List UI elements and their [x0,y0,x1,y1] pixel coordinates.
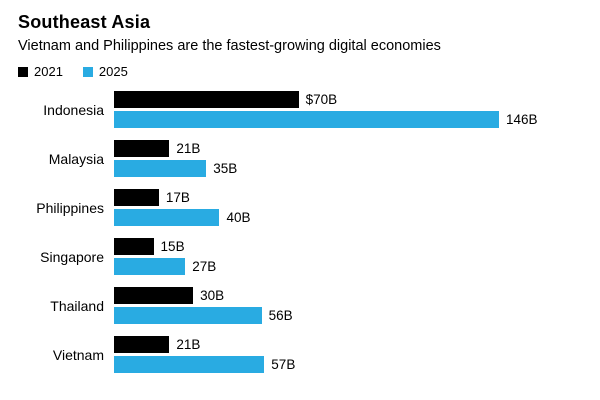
bar-line-2021-singapore: 15B [114,238,584,255]
value-label-2025-malaysia: 35B [213,161,238,176]
value-label-2025-philippines: 40B [226,210,251,225]
bar-line-2021-indonesia: $70B [114,91,584,108]
bar-line-2025-thailand: 56B [114,307,584,324]
legend-item-2025: 2025 [82,64,128,79]
value-label-2025-singapore: 27B [192,259,217,274]
value-label-2021-philippines: 17B [165,190,190,205]
bar-group-indonesia: $70B 146B [114,91,584,128]
chart-subtitle: Vietnam and Philippines are the fastest-… [18,38,441,54]
bar-line-2025-indonesia: 146B [114,111,584,128]
value-label-2021-malaysia: 21B [176,141,201,156]
value-label-2021-singapore: 15B [160,239,185,254]
bar-line-2025-malaysia: 35B [114,160,584,177]
bar-2021-singapore [114,238,154,255]
legend-swatch-2025-icon [82,66,93,77]
bar-line-2025-singapore: 27B [114,258,584,275]
bar-2025-malaysia [114,160,207,177]
bar-2025-philippines [114,209,220,226]
legend: 2021 2025 [18,64,584,79]
chart-row-vietnam: Vietnam 21B 57B [16,336,584,373]
bar-group-philippines: 17B 40B [114,189,584,226]
value-label-2025-indonesia: 146B [506,112,538,127]
legend-label-2021: 2021 [34,64,63,79]
value-label-2021-vietnam: 21B [176,337,201,352]
bar-line-2025-vietnam: 57B [114,356,584,373]
bar-line-2021-philippines: 17B [114,189,584,206]
bar-2021-thailand [114,287,194,304]
bar-line-2025-philippines: 40B [114,209,584,226]
legend-label-2025: 2025 [98,64,128,79]
bar-2025-thailand [114,307,262,324]
value-label-2025-vietnam: 57B [271,357,296,372]
category-label-thailand: Thailand [50,297,104,314]
category-label-philippines: Philippines [36,199,104,216]
chart-row-singapore: Singapore 15B 27B [16,238,584,275]
bar-2021-indonesia [114,91,299,108]
category-label-malaysia: Malaysia [48,150,104,167]
bar-2025-indonesia [114,111,499,128]
category-label-singapore: Singapore [40,248,104,265]
value-label-2021-thailand: 30B [200,288,225,303]
legend-swatch-2021-icon [18,66,28,77]
bar-group-thailand: 30B 56B [114,287,584,324]
legend-item-2021: 2021 [18,64,63,79]
chart-row-philippines: Philippines 17B 40B [16,189,584,226]
category-label-indonesia: Indonesia [43,101,104,118]
category-label-vietnam: Vietnam [52,346,104,363]
bar-2021-philippines [114,189,159,206]
chart-row-thailand: Thailand 30B 56B [16,287,584,324]
bar-2025-vietnam [114,356,265,373]
value-label-2025-thailand: 56B [268,308,293,323]
chart-row-indonesia: Indonesia $70B 146B [16,91,584,128]
value-label-2021-indonesia: $70B [305,92,338,107]
bar-line-2021-vietnam: 21B [114,336,584,353]
chart-row-malaysia: Malaysia 21B 35B [16,140,584,177]
bar-2021-malaysia [114,140,170,157]
chart-rows: Indonesia $70B 146B Malaysia 21B 35B Philippin… [16,91,584,373]
bar-line-2021-malaysia: 21B [114,140,584,157]
bar-group-singapore: 15B 27B [114,238,584,275]
bar-2021-vietnam [114,336,170,353]
bar-2025-singapore [114,258,186,275]
bar-group-malaysia: 21B 35B [114,140,584,177]
chart-title: Southeast Asia [18,12,151,32]
bar-line-2021-thailand: 30B [114,287,584,304]
bar-group-vietnam: 21B 57B [114,336,584,373]
